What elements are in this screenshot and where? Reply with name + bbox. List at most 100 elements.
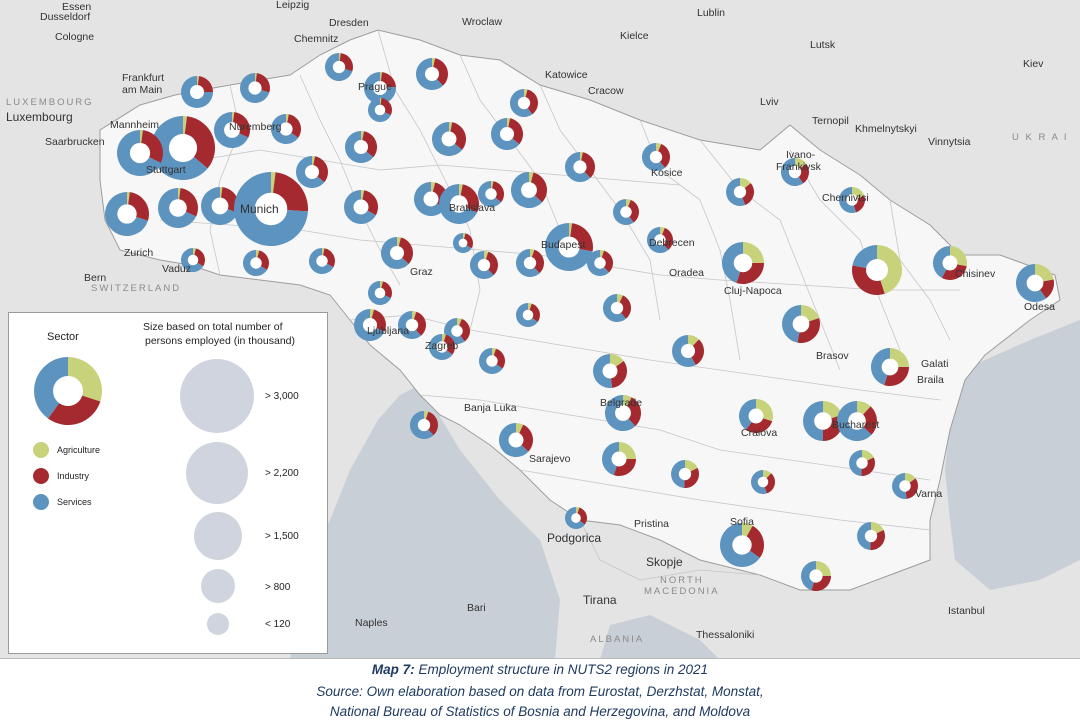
city-label-chernivtsi: Chernivtsi — [822, 192, 869, 204]
city-label-graz: Graz — [410, 266, 433, 278]
industry-slice — [626, 199, 640, 223]
industry-slice — [530, 249, 544, 274]
donut-hole — [732, 535, 752, 555]
black-sea — [945, 320, 1080, 590]
size-legend-circle — [207, 613, 229, 635]
legend-size-title-line2: persons employed (in thousand) — [145, 335, 296, 347]
city-label-lublin: Lublin — [697, 7, 726, 19]
region-donut — [116, 129, 163, 176]
donut-hole — [620, 206, 632, 218]
industry-slice — [600, 250, 614, 273]
donut-hole — [441, 131, 457, 147]
city-label-lviv: Lviv — [760, 96, 779, 108]
donut-hole — [523, 256, 537, 270]
region-donut — [564, 152, 595, 182]
adriatic-sea — [290, 385, 560, 658]
region-donut — [429, 334, 455, 360]
city-label-cologne: Cologne — [55, 31, 95, 43]
region-donut — [439, 183, 480, 224]
donut-hole — [248, 81, 262, 95]
city-label-zagreb: Zagreb — [425, 340, 459, 352]
region-donut — [243, 250, 270, 277]
industry-slice — [432, 58, 448, 86]
region-donut — [181, 76, 213, 108]
city-label-munich: Munich — [240, 202, 279, 216]
industry-slice — [457, 318, 471, 342]
donut-hole — [211, 197, 229, 215]
city-label-oradea: Oradea — [669, 267, 705, 279]
industry-slice — [484, 251, 498, 276]
region-donut — [478, 180, 505, 207]
donut-hole — [436, 341, 448, 353]
region-donut — [515, 303, 540, 328]
donut-hole — [846, 194, 858, 206]
donut-hole — [848, 412, 866, 430]
city-label-belgrade: Belgrade — [600, 397, 643, 409]
region-donut — [1016, 264, 1054, 303]
legend-industry-label: Industry — [57, 471, 90, 481]
city-label-odesa: Odesa — [1024, 301, 1055, 313]
donut-hole — [372, 80, 388, 96]
region-donut — [510, 172, 547, 208]
donut-hole — [417, 418, 431, 432]
city-label-bratislava: Bratislava — [449, 202, 496, 214]
industry-slice — [524, 89, 539, 115]
region-donut — [726, 178, 755, 206]
city-label-ternopil: Ternopil — [812, 115, 849, 127]
region-donut — [672, 335, 704, 367]
country-label-north: NORTH — [660, 575, 704, 586]
city-label-bari: Bari — [467, 602, 486, 614]
services-slice — [671, 460, 685, 488]
city-label-pristina: Pristina — [634, 518, 670, 530]
city-label-banja-luka: Banja Luka — [464, 402, 517, 414]
region-donut — [397, 310, 426, 339]
region-donut — [892, 473, 919, 499]
map-caption-source: Source: Own elaboration based on data fr… — [316, 684, 764, 699]
city-label-braila: Braila — [917, 374, 944, 386]
legend-size-800-label: > 800 — [265, 582, 291, 593]
legend-size-120-label: < 120 — [265, 619, 291, 630]
industry-slice — [857, 406, 877, 435]
city-label-am-main: am Main — [122, 84, 163, 96]
region-donut — [452, 232, 474, 254]
region-donut — [604, 395, 641, 431]
industry-slice — [256, 250, 270, 270]
region-donut — [345, 130, 378, 163]
city-label-bucharest: Bucharest — [832, 419, 880, 431]
industry-slice — [688, 339, 704, 366]
region-donut — [491, 117, 524, 151]
region-donut — [601, 442, 636, 477]
industry-slice — [424, 411, 438, 436]
country-label-switzerland: SWITZERLAND — [91, 283, 182, 294]
size-legend-circle — [186, 442, 248, 504]
city-label-ljubljana: Ljubljana — [367, 325, 410, 337]
donut-hole — [254, 192, 288, 226]
services-slice — [722, 242, 743, 283]
donut-hole — [389, 245, 405, 261]
donut-hole — [571, 513, 581, 523]
donut-hole — [654, 234, 666, 246]
donut-hole — [224, 122, 240, 138]
city-label-kiev: Kiev — [1023, 58, 1044, 70]
map-caption-source-2: National Bureau of Statistics of Bosnia … — [329, 704, 751, 719]
legend-size-title-line1: Size based on total number of — [143, 321, 283, 333]
region-donut — [104, 191, 149, 237]
city-label-dresden: Dresden — [329, 17, 369, 29]
size-legend-circle — [180, 359, 254, 433]
city-label-mannheim: Mannheim — [110, 119, 160, 131]
industry-legend-swatch — [33, 468, 49, 484]
map-canvas: Essen Dusseldorf Leipzig Lublin Cologne Dresd… — [0, 0, 1080, 659]
industry-slice — [492, 348, 505, 369]
region-donut — [180, 248, 205, 273]
donut-hole — [508, 432, 524, 448]
donut-hole — [866, 259, 888, 281]
region-donut — [602, 294, 632, 322]
region-donut — [750, 469, 775, 494]
donut-hole — [374, 287, 386, 299]
region-donut — [499, 423, 533, 457]
donut-hole — [558, 236, 580, 258]
donut-hole — [353, 139, 369, 155]
services-legend-swatch — [33, 494, 49, 510]
legend: Sector Size based on total number of per… — [8, 312, 328, 654]
city-label-sarajevo: Sarajevo — [529, 453, 571, 465]
